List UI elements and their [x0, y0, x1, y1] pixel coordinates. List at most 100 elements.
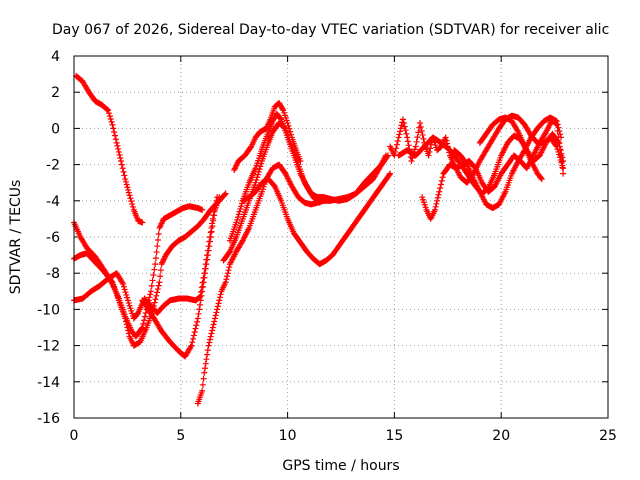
data-point — [157, 267, 164, 274]
data-point — [152, 261, 159, 268]
data-point — [297, 157, 304, 164]
x-tick-label: 20 — [492, 428, 510, 444]
data-point — [200, 279, 207, 286]
data-point — [433, 200, 440, 207]
data-point — [197, 301, 204, 308]
data-point — [201, 274, 208, 281]
data-point — [234, 214, 241, 221]
data-point — [408, 157, 415, 164]
data-point — [152, 296, 159, 303]
data-point — [254, 174, 261, 181]
y-tick-labels: 4 2 0 -2 -4 -6 -8 -10 -12 -14 -16 — [37, 49, 60, 427]
data-point — [315, 198, 322, 205]
data-point — [442, 134, 449, 141]
data-point — [124, 297, 131, 304]
data-point — [420, 135, 427, 142]
data-points — [71, 72, 567, 407]
data-point — [125, 300, 132, 307]
data-point — [225, 267, 232, 274]
data-point — [405, 142, 412, 149]
data-point — [127, 195, 134, 202]
data-point — [205, 342, 212, 349]
data-point — [124, 324, 131, 331]
data-point — [122, 315, 129, 322]
y-tick-label: -10 — [37, 302, 60, 318]
data-point — [213, 309, 220, 316]
data-point — [411, 146, 418, 153]
data-point — [222, 190, 229, 197]
axis-ticks — [73, 55, 609, 419]
data-point — [257, 163, 264, 170]
data-point — [125, 327, 132, 334]
data-point — [214, 306, 221, 313]
data-point — [112, 136, 119, 143]
data-point — [123, 321, 130, 328]
data-point — [279, 106, 286, 113]
data-point — [153, 249, 160, 256]
plot-frame — [73, 55, 609, 419]
data-point — [188, 342, 195, 349]
y-tick-label: 4 — [51, 49, 60, 65]
data-point — [204, 347, 211, 354]
data-point — [256, 166, 263, 173]
x-tick-label: 25 — [599, 428, 617, 444]
data-point — [120, 283, 127, 290]
data-point — [434, 197, 441, 204]
y-tick-label: 2 — [51, 85, 60, 101]
data-point — [146, 294, 153, 301]
data-point — [200, 375, 207, 382]
data-point — [201, 369, 208, 376]
data-point — [190, 332, 197, 339]
data-point — [114, 142, 121, 149]
data-point — [154, 286, 161, 293]
data-point — [202, 270, 209, 277]
data-point — [217, 291, 224, 298]
data-point — [401, 123, 408, 130]
data-point — [191, 329, 198, 336]
data-point — [204, 252, 211, 259]
data-point — [284, 119, 291, 126]
data-point — [558, 158, 565, 165]
data-point — [124, 184, 131, 191]
data-point — [211, 315, 218, 322]
data-point — [142, 310, 149, 317]
data-point — [214, 303, 221, 310]
data-point — [393, 145, 400, 152]
y-tick-label: -16 — [37, 411, 60, 427]
x-tick-label: 10 — [279, 428, 297, 444]
data-point — [238, 200, 245, 207]
data-point — [117, 157, 124, 164]
data-point — [199, 206, 206, 213]
data-point — [129, 203, 136, 210]
data-point — [557, 146, 564, 153]
data-point — [556, 140, 563, 147]
data-point — [216, 194, 223, 201]
data-point — [123, 291, 130, 298]
data-point — [147, 288, 154, 295]
data-point — [210, 217, 217, 224]
data-point — [120, 281, 127, 288]
y-tick-label: -8 — [46, 266, 60, 282]
data-point — [198, 292, 205, 299]
data-point — [538, 176, 545, 183]
data-point — [234, 216, 241, 223]
data-point — [392, 148, 399, 155]
data-point — [404, 138, 411, 145]
data-point — [222, 279, 229, 286]
data-point — [384, 153, 391, 160]
data-point — [237, 205, 244, 212]
data-point — [396, 131, 403, 138]
data-point — [216, 294, 223, 301]
data-point — [557, 131, 564, 138]
data-point — [393, 141, 400, 148]
data-point — [111, 129, 118, 136]
data-point — [559, 164, 566, 171]
data-point — [236, 208, 243, 215]
data-point — [215, 300, 222, 307]
data-point — [400, 119, 407, 126]
data-point — [209, 327, 216, 334]
data-point — [155, 230, 162, 237]
data-point — [120, 168, 127, 175]
data-point — [206, 238, 213, 245]
data-point — [224, 270, 231, 277]
